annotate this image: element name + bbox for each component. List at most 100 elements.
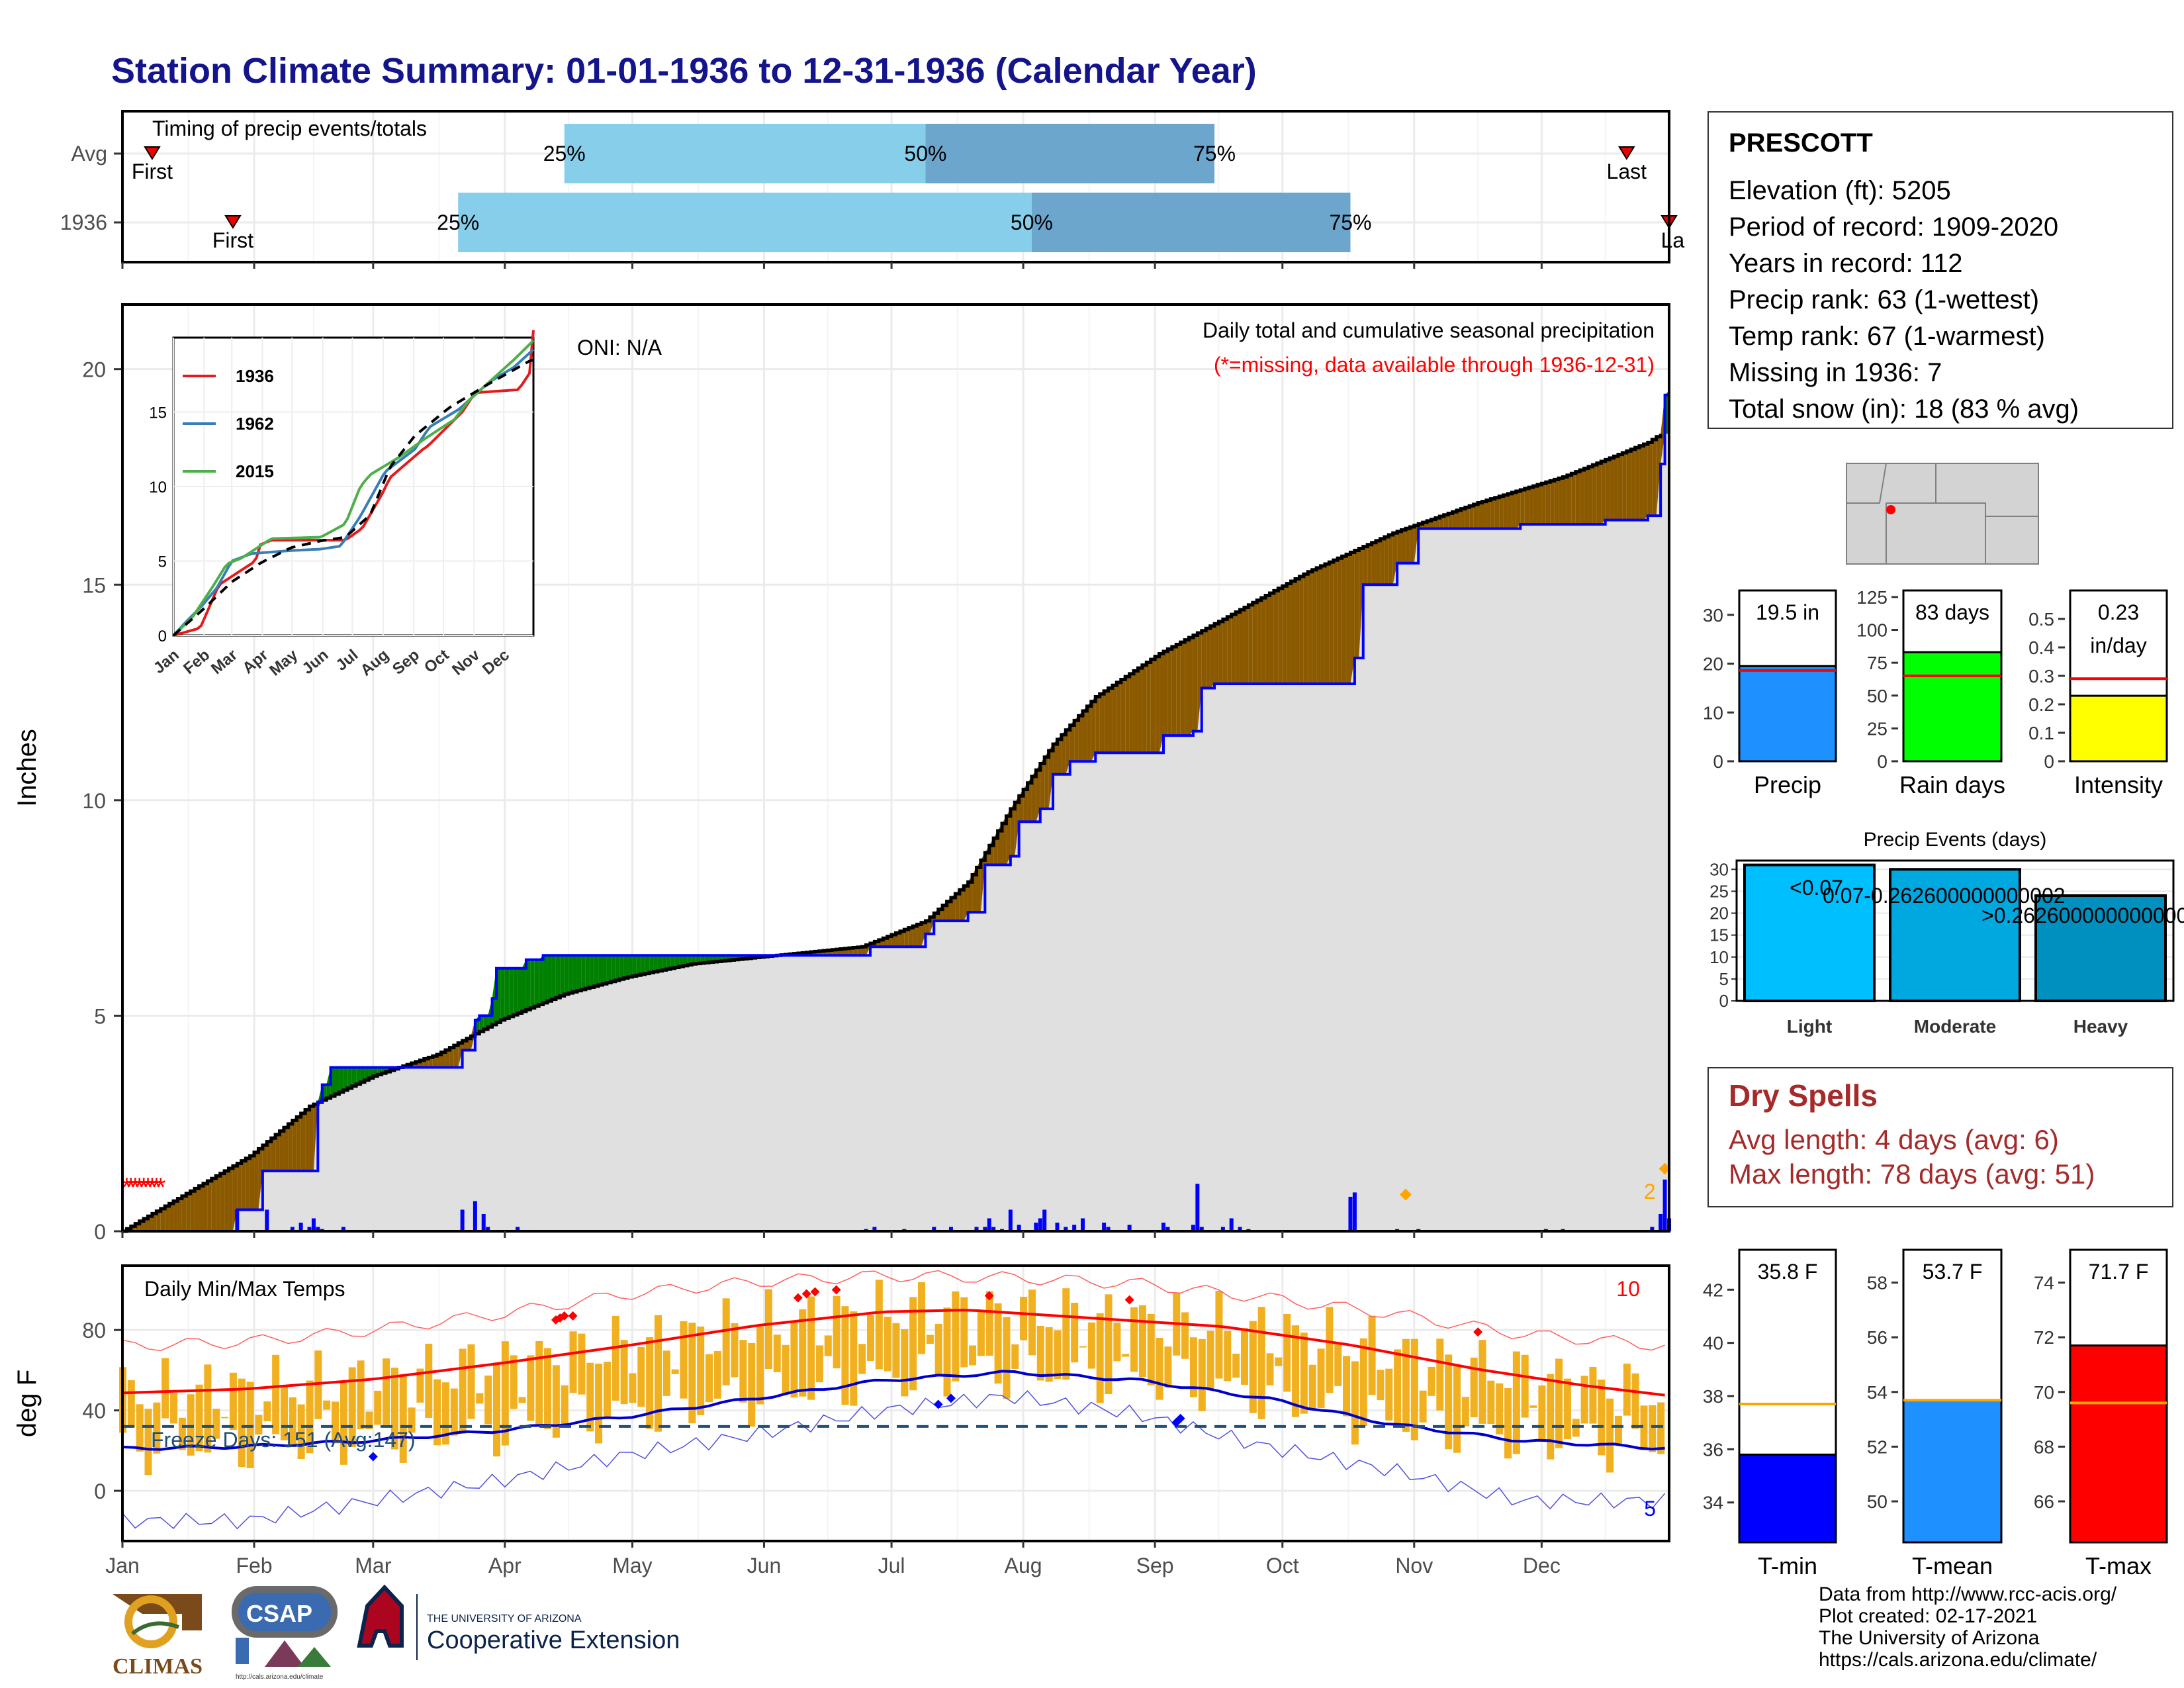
precip-diff-segment (1643, 442, 1648, 520)
precip-diff-segment (165, 1203, 169, 1231)
precip-diff-segment (1282, 583, 1287, 684)
precip-daily-bar (991, 1227, 996, 1231)
precip-diff-segment (1371, 540, 1376, 585)
temps-daily-bar (688, 1323, 696, 1424)
temps-daily-bar (535, 1340, 543, 1427)
station-temp-rank: Temp rank: 67 (1-warmest) (1729, 322, 2045, 351)
precip-diff-segment (590, 955, 594, 988)
temps-daily-bar (1479, 1340, 1486, 1424)
month-axis-label: May (612, 1554, 652, 1577)
precip-diff-segment (564, 955, 569, 994)
precip-diff-segment (594, 955, 599, 986)
precip-daily-bar (1038, 1218, 1042, 1231)
precip-diff-segment (1108, 685, 1113, 753)
temps-daily-bar (833, 1295, 841, 1369)
precip-daily-bar (987, 1218, 991, 1231)
precip-diff-segment (216, 1173, 220, 1231)
precip-diff-segment (1397, 530, 1402, 563)
precip-diff-segment (1461, 507, 1465, 529)
precip-diff-segment (1333, 558, 1338, 684)
precip-diff-segment (1554, 478, 1559, 525)
precip-daily-bar (1042, 1209, 1047, 1231)
precip-diff-segment (1150, 656, 1156, 753)
precip-diff-segment (1295, 576, 1300, 684)
temps-daily-bar (637, 1346, 645, 1407)
bar-ytick-label: 36 (1703, 1439, 1723, 1460)
precip-diff-segment (1533, 485, 1537, 525)
precip-daily-bar (1161, 1222, 1165, 1231)
temps-daily-bar (204, 1364, 212, 1453)
temps-daily-bar (892, 1323, 900, 1378)
station-missing: Missing in 1936: 7 (1729, 358, 1942, 387)
precip-diff-segment (666, 955, 671, 970)
temps-daily-bar (1283, 1313, 1291, 1392)
precip-diff-segment (1614, 454, 1618, 520)
timing-q50-q75-bar (1031, 193, 1351, 252)
precip-diff-segment (1125, 673, 1130, 753)
bar-ytick-label: 75 (1867, 653, 1888, 673)
temps-daily-bar (297, 1404, 305, 1459)
precip-diff-segment (1222, 616, 1228, 684)
precip-diff-segment (1329, 560, 1334, 684)
precip-diff-segment (1359, 546, 1363, 658)
events-ytick-label: 25 (1709, 881, 1729, 901)
precip-missing-marker: * (156, 1173, 166, 1202)
precip-diff-segment (181, 1194, 187, 1231)
precip-diff-segment (1610, 456, 1614, 520)
precip-diff-segment (1375, 538, 1381, 585)
precip-diff-segment (1176, 642, 1181, 736)
temps-daily-bar (960, 1297, 968, 1368)
precip-daily-bar (1352, 1192, 1357, 1231)
precip-diff-segment (1631, 447, 1635, 520)
temps-daily-bar (1003, 1317, 1011, 1399)
timing-q50-q75-bar (925, 124, 1215, 183)
precip-diff-segment (1155, 653, 1160, 753)
temps-daily-bar (416, 1368, 424, 1403)
precip-diff-segment (1656, 434, 1661, 516)
month-axis-label: Jun (747, 1554, 782, 1577)
temps-daily-bar (1512, 1351, 1520, 1454)
locator-map (1846, 463, 2039, 565)
precip-daily-bar (1662, 1179, 1667, 1231)
precip-diff-segment (1626, 449, 1631, 520)
temps-daily-bar (153, 1402, 161, 1454)
precip-diff-segment (1185, 637, 1189, 736)
precip-daily-bar (1072, 1225, 1077, 1231)
temps-daily-bar (306, 1380, 314, 1454)
station-years: Years in record: 112 (1729, 249, 1963, 278)
bar-ytick-label: 0.3 (2028, 666, 2054, 686)
temps-daily-bar (1657, 1402, 1665, 1454)
precip-diff-segment (657, 955, 662, 971)
precip-diff-segment (1214, 621, 1219, 684)
precip-diff-segment (1201, 628, 1206, 688)
bar-ytick-label: 50 (1867, 1491, 1888, 1512)
temps-daily-bar (272, 1354, 280, 1434)
temps-daily-bar (323, 1400, 331, 1410)
precip-daily-bar (1034, 1222, 1038, 1231)
precip-diff-segment (645, 955, 650, 974)
bar-ytick-label: 70 (2034, 1382, 2054, 1403)
station-name: PRESCOTT (1729, 128, 1873, 158)
inset-legend-label: 1962 (236, 414, 274, 434)
precip-diff-segment (1189, 635, 1193, 736)
precip-diff-segment (509, 968, 514, 1017)
precip-diff-segment (908, 925, 913, 947)
precip-daily-bar (1199, 1227, 1204, 1231)
temps-daily-bar (1402, 1338, 1410, 1432)
temps-daily-bar (1555, 1358, 1563, 1448)
precip-diff-segment (1469, 504, 1474, 529)
temps-daily-bar (1308, 1364, 1316, 1409)
temps-daily-bar (569, 1331, 577, 1393)
data-credits: Data from http://www.rcc-acis.org/ Plot … (1819, 1583, 2116, 1671)
temps-daily-bar (314, 1350, 322, 1419)
precip-diff-segment (1269, 590, 1274, 684)
precip-diff-segment (1171, 644, 1177, 736)
precip-diff-segment (211, 1176, 216, 1231)
temps-daily-bar (612, 1315, 619, 1401)
precip-daily-bar (481, 1213, 486, 1231)
precip-missing-marker: * (126, 1173, 136, 1202)
precip-diff-segment (1592, 463, 1597, 525)
precip-diff-segment (504, 968, 510, 1019)
events-category-label: Light (1787, 1016, 1832, 1037)
